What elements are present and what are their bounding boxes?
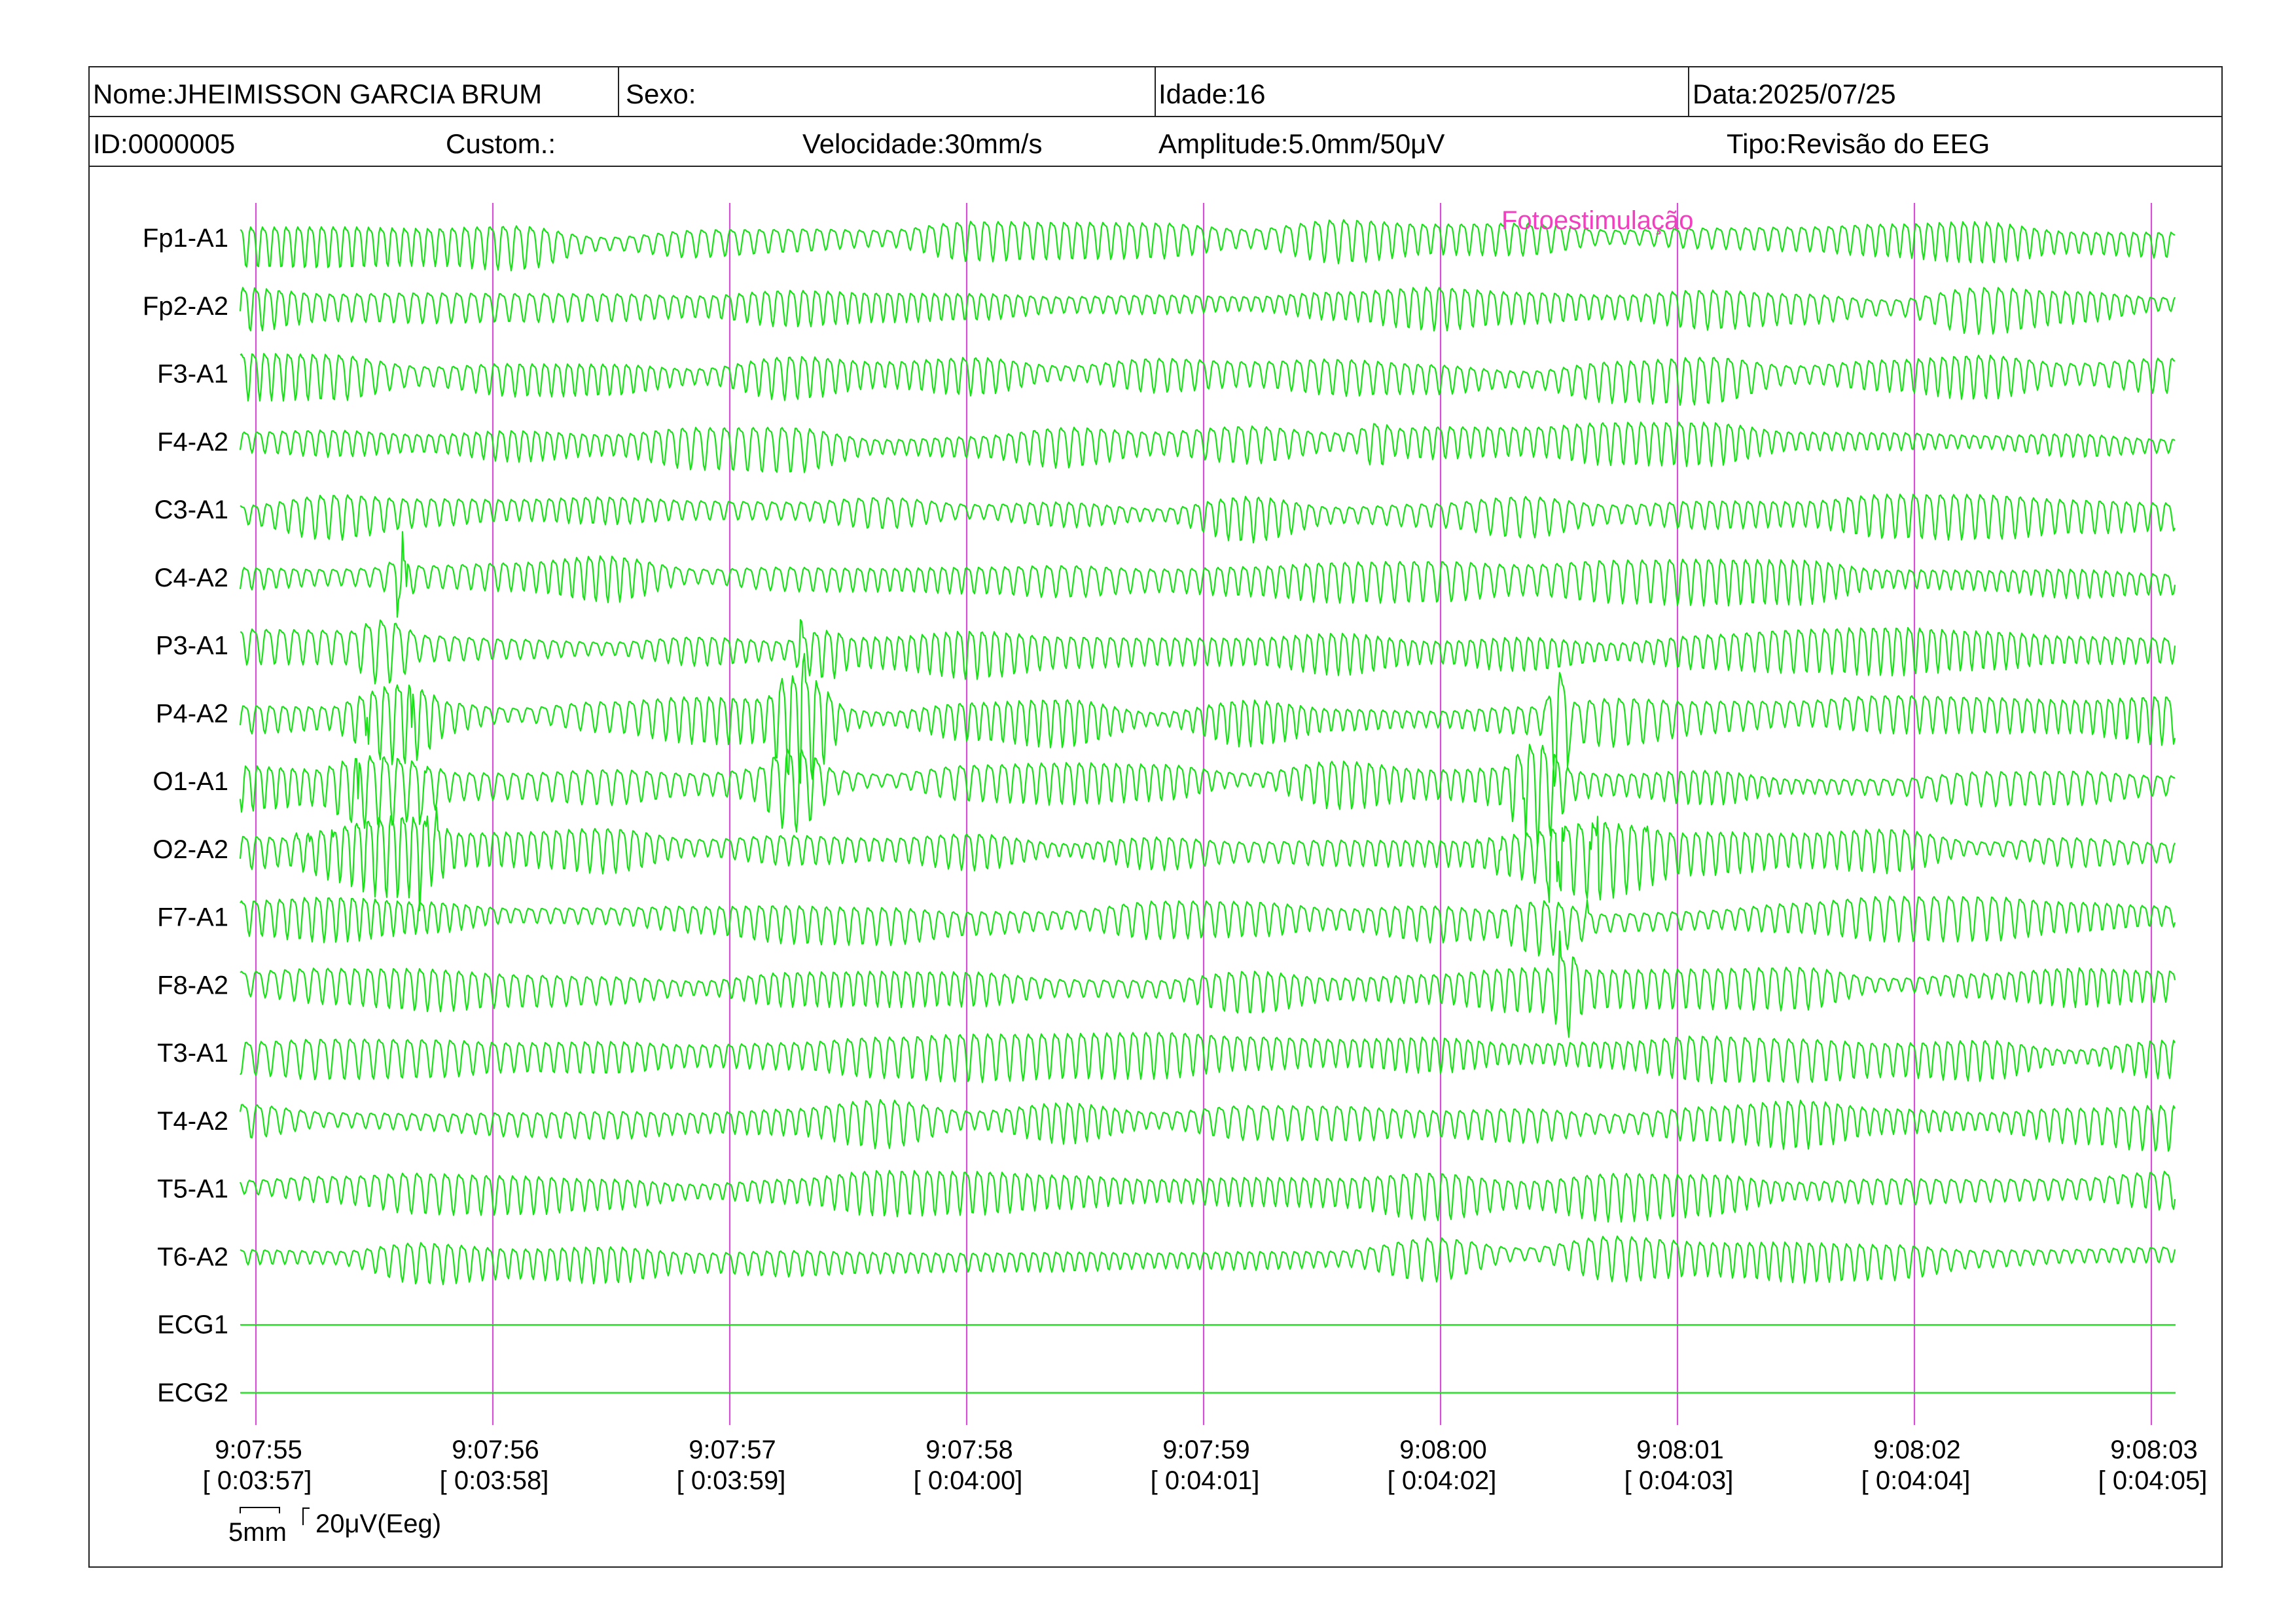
channel-label: F8-A2 xyxy=(157,971,228,1000)
trace-f3-a1 xyxy=(240,353,2176,406)
trace-p4-a2 xyxy=(239,653,2176,787)
trace-c4-a2 xyxy=(239,531,2176,618)
time-tick-label: 9:07:57 xyxy=(689,1435,776,1464)
patient-name: Nome:JHEIMISSON GARCIA BRUM xyxy=(93,79,543,109)
elapsed-tick-label: [ 0:03:59] xyxy=(677,1466,786,1495)
trace-fp2-a2 xyxy=(239,286,2176,335)
channel-label: Fp1-A1 xyxy=(143,224,228,253)
amplitude-scale-label: 20μV(Eeg) xyxy=(315,1509,441,1538)
channel-label: C3-A1 xyxy=(154,496,228,524)
time-tick-label: 9:08:01 xyxy=(1636,1435,1723,1464)
exam-date: Data:2025/07/25 xyxy=(1693,79,1896,109)
trace-p3-a1 xyxy=(240,619,2176,685)
trace-o1-a1 xyxy=(239,744,2176,848)
header-column-divider xyxy=(1688,66,1689,117)
channel-label: P4-A2 xyxy=(156,699,228,728)
trace-f4-a2 xyxy=(239,421,2176,473)
amplitude-scale-bar xyxy=(302,1507,310,1525)
elapsed-tick-label: [ 0:04:00] xyxy=(914,1466,1023,1495)
patient-id: ID:0000005 xyxy=(93,128,236,159)
amplitude-setting: Amplitude:5.0mm/50μV xyxy=(1158,128,1445,159)
time-scale-bar xyxy=(240,1507,280,1513)
channel-label: T4-A2 xyxy=(157,1107,228,1136)
time-tick-label: 9:07:56 xyxy=(452,1435,539,1464)
trace-f7-a1 xyxy=(240,895,2176,957)
header-column-divider xyxy=(1155,66,1156,117)
channel-label: T3-A1 xyxy=(157,1039,228,1068)
trace-fp1-a1 xyxy=(240,219,2176,272)
channel-label: Fp2-A2 xyxy=(143,292,228,321)
time-tick-label: 9:07:55 xyxy=(215,1435,302,1464)
elapsed-tick-label: [ 0:03:57] xyxy=(203,1466,312,1495)
custom-field: Custom.: xyxy=(446,128,556,159)
channel-label: ECG2 xyxy=(157,1379,228,1407)
channel-label: O2-A2 xyxy=(152,835,228,864)
elapsed-tick-label: [ 0:04:02] xyxy=(1388,1466,1497,1495)
elapsed-tick-label: [ 0:04:01] xyxy=(1151,1466,1260,1495)
photic-stimulation-annotation: Fotoestimulação xyxy=(1501,206,1693,235)
time-tick-label: 9:07:59 xyxy=(1162,1435,1249,1464)
channel-label: T6-A2 xyxy=(157,1242,228,1271)
header-column-divider xyxy=(618,66,619,117)
trace-c3-a1 xyxy=(240,494,2176,544)
exam-type: Tipo:Revisão do EEG xyxy=(1727,128,1990,159)
header-row-divider xyxy=(88,116,2223,117)
time-tick-label: 9:08:02 xyxy=(1873,1435,1960,1464)
patient-sex: Sexo: xyxy=(626,79,696,109)
channel-label: C4-A2 xyxy=(154,564,228,592)
time-tick-label: 9:08:00 xyxy=(1399,1435,1486,1464)
channel-label: F7-A1 xyxy=(157,903,228,932)
trace-t4-a2 xyxy=(239,1098,2176,1152)
time-scale-label: 5mm xyxy=(228,1518,287,1547)
trace-t5-a1 xyxy=(239,1170,2176,1223)
channel-label: O1-A1 xyxy=(152,767,228,796)
channel-label: P3-A1 xyxy=(156,632,228,660)
elapsed-tick-label: [ 0:03:58] xyxy=(440,1466,549,1495)
paper-speed: Velocidade:30mm/s xyxy=(802,128,1043,159)
channel-label: F4-A2 xyxy=(157,427,228,456)
elapsed-tick-label: [ 0:04:05] xyxy=(2098,1466,2208,1495)
elapsed-tick-label: [ 0:04:03] xyxy=(1624,1466,1734,1495)
channel-label: T5-A1 xyxy=(157,1175,228,1204)
channel-label: ECG1 xyxy=(157,1310,228,1339)
trace-f8-a2 xyxy=(240,930,2176,1038)
channel-label: F3-A1 xyxy=(157,360,228,389)
trace-t3-a1 xyxy=(240,1032,2176,1085)
elapsed-tick-label: [ 0:04:04] xyxy=(1861,1466,1971,1495)
header-bottom-divider xyxy=(88,166,2223,167)
trace-t6-a2 xyxy=(240,1235,2176,1286)
patient-age: Idade:16 xyxy=(1158,79,1266,109)
time-tick-label: 9:07:58 xyxy=(925,1435,1013,1464)
time-tick-label: 9:08:03 xyxy=(2110,1435,2197,1464)
trace-o2-a2 xyxy=(239,806,2176,912)
